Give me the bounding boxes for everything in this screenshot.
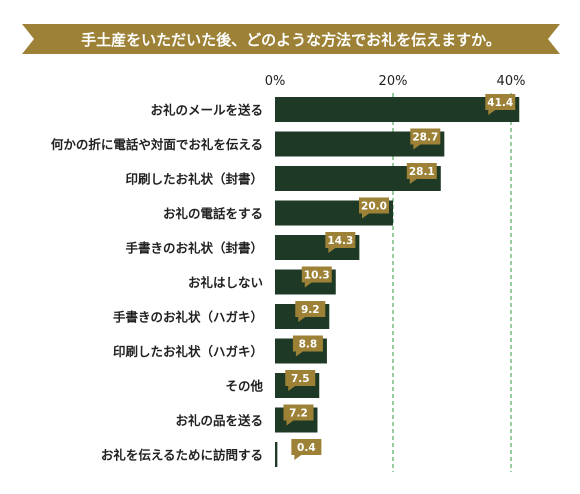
value-badge-pointer — [294, 455, 302, 460]
value-badge-pointer — [413, 144, 421, 150]
category-label: 手書きのお礼状（封書） — [125, 241, 263, 256]
value-label: 9.2 — [301, 304, 320, 316]
value-badge-pointer — [298, 317, 306, 322]
category-label: 印刷したお礼状（ハガキ） — [113, 344, 263, 359]
value-label: 20.0 — [361, 201, 387, 213]
chart-title: 手土産をいただいた後、どのような方法でお礼を伝えますか。 — [81, 31, 501, 49]
value-badge — [283, 404, 314, 421]
value-badge-pointer — [328, 248, 336, 253]
value-badge — [410, 128, 441, 145]
value-badge-pointer — [286, 420, 294, 426]
value-badge-pointer — [295, 351, 303, 357]
bar — [275, 442, 278, 467]
category-label: お礼の品を送る — [175, 413, 263, 428]
value-badge-pointer — [288, 386, 296, 391]
value-label: 7.2 — [289, 408, 308, 420]
category-label: お礼の電話をする — [163, 206, 263, 221]
value-badge — [406, 163, 437, 179]
value-badge-pointer — [304, 282, 312, 288]
value-badge-pointer — [409, 179, 417, 184]
category-label: お礼はしない — [188, 275, 263, 290]
value-label: 7.5 — [291, 373, 310, 385]
value-label: 41.4 — [487, 97, 513, 109]
category-label: その他 — [225, 379, 263, 394]
value-badge — [285, 370, 316, 386]
value-label: 14.3 — [327, 235, 353, 247]
category-label: 印刷したお礼状（封書） — [125, 172, 263, 187]
category-label: お礼のメールを送る — [150, 103, 263, 118]
value-badge-pointer — [362, 213, 369, 219]
value-label: 10.3 — [304, 270, 330, 282]
value-label: 28.1 — [409, 166, 435, 178]
value-badge — [295, 301, 326, 317]
chart-title-ribbon — [22, 24, 560, 54]
value-label: 0.4 — [297, 442, 316, 454]
value-badge — [291, 439, 322, 455]
category-label: お礼を伝えるために訪問する — [101, 448, 263, 463]
bar — [275, 97, 520, 122]
value-badge-pointer — [488, 110, 496, 115]
value-badge — [292, 335, 323, 352]
x-tick-label: 0% — [265, 74, 286, 89]
category-label: 手書きのお礼状（ハガキ） — [113, 310, 263, 325]
value-label: 8.8 — [299, 339, 318, 351]
value-badge — [325, 232, 356, 248]
x-axis-ticks: 0% 20% 40% — [265, 74, 526, 89]
value-badge — [301, 266, 332, 283]
value-label: 28.7 — [412, 132, 438, 144]
value-labels: 41.4 28.7 28.1 20.0 14.3 10.3 9.2 8.8 7.5 7.2 0.4 — [283, 94, 516, 460]
x-tick-label: 20% — [379, 74, 408, 89]
value-badge — [359, 197, 389, 214]
category-label: 何かの折に電話や対面でお礼を伝える — [51, 137, 263, 152]
x-tick-label: 40% — [497, 74, 526, 89]
value-badge — [485, 94, 516, 110]
